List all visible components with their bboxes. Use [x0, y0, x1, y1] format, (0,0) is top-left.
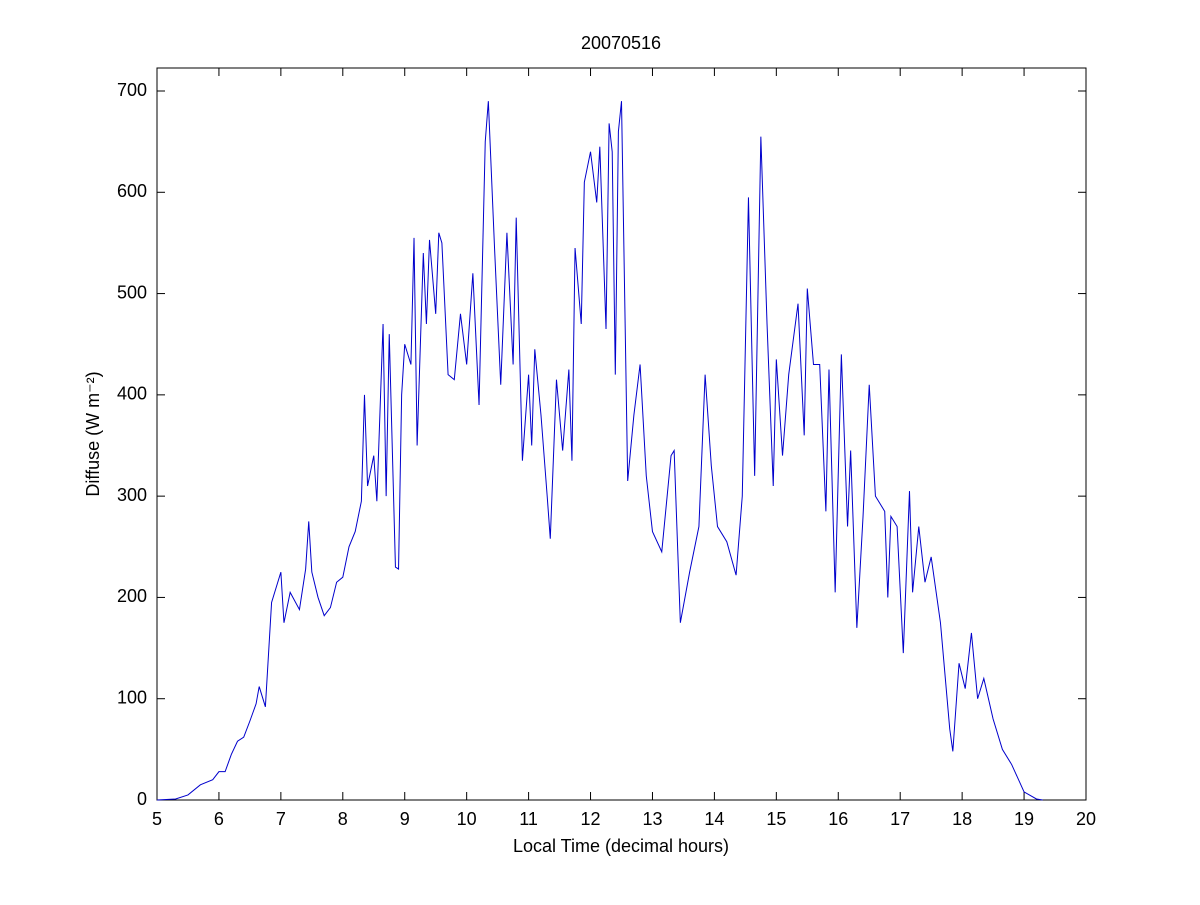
x-tick-label: 5	[152, 809, 162, 829]
x-tick-label: 11	[519, 809, 538, 829]
chart-title: 20070516	[581, 33, 661, 53]
x-tick-label: 15	[766, 809, 786, 829]
plot-box	[156, 67, 1087, 801]
x-tick-label: 18	[952, 809, 972, 829]
x-tick-label: 9	[400, 809, 410, 829]
y-tick-label: 300	[117, 485, 147, 505]
y-tick-label: 400	[117, 384, 147, 404]
y-tick-label: 500	[117, 282, 147, 302]
x-tick-label: 20	[1076, 809, 1096, 829]
x-tick-label: 16	[828, 809, 848, 829]
x-tick-label: 7	[276, 809, 286, 829]
x-tick-label: 14	[704, 809, 724, 829]
y-tick-label: 700	[117, 80, 147, 100]
x-tick-label: 6	[214, 809, 224, 829]
x-tick-label: 17	[890, 809, 910, 829]
x-axis-label: Local Time (decimal hours)	[513, 836, 729, 856]
x-tick-label: 13	[642, 809, 662, 829]
y-tick-label: 100	[117, 687, 147, 707]
x-tick-label: 8	[338, 809, 348, 829]
y-tick-label: 600	[117, 181, 147, 201]
y-tick-label: 0	[137, 789, 147, 809]
x-tick-label: 10	[457, 809, 477, 829]
y-axis-label: Diffuse (W m⁻²)	[83, 371, 103, 496]
x-tick-label: 12	[581, 809, 601, 829]
data-line	[156, 101, 1043, 801]
y-tick-label: 200	[117, 586, 147, 606]
x-tick-label: 19	[1014, 809, 1034, 829]
